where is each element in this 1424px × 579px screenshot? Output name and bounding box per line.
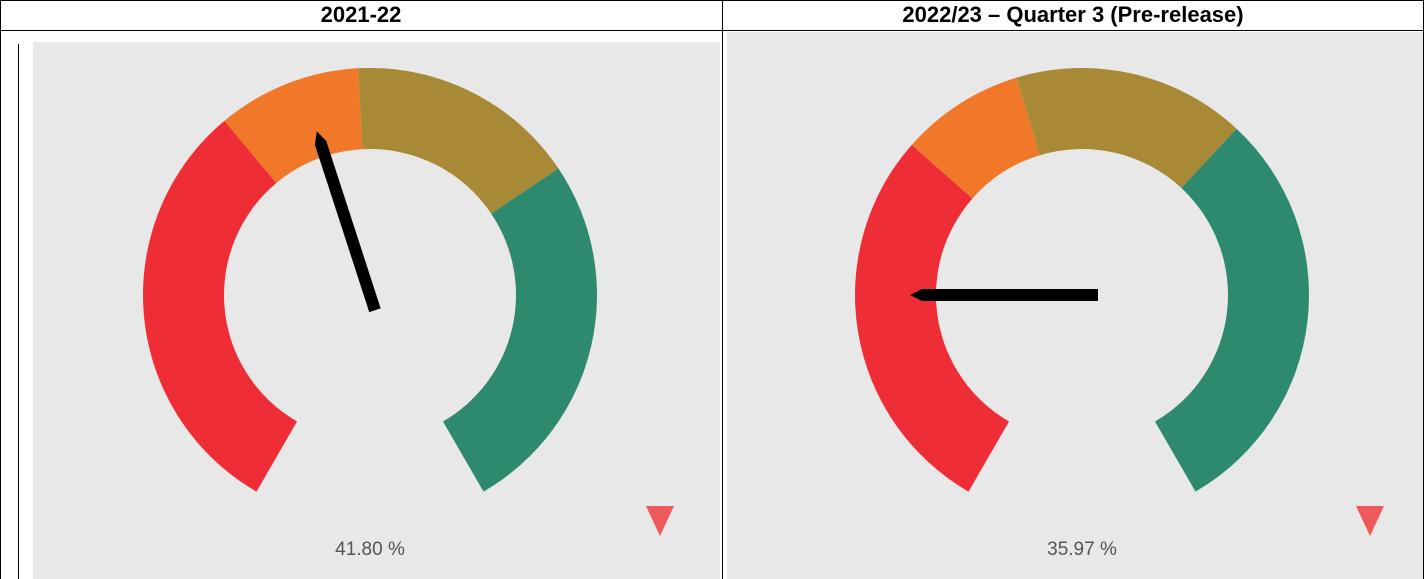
gauge-needle xyxy=(314,131,381,313)
down-indicator xyxy=(646,506,674,536)
gauge-band xyxy=(911,77,1040,199)
column-title: 2022/23 – Quarter 3 (Pre-release) xyxy=(902,2,1243,27)
gauge-value: 35.97 % xyxy=(1047,539,1117,560)
column-title: 2021-22 xyxy=(321,2,402,27)
gauge-value: 41.80 % xyxy=(335,539,405,560)
gauge-needle xyxy=(910,289,1098,301)
gauge-band xyxy=(855,144,1009,492)
gauge-band xyxy=(1016,67,1237,189)
gauge-band xyxy=(1155,128,1310,492)
gauge-band xyxy=(143,120,297,492)
gauge-band xyxy=(443,168,597,492)
down-indicator xyxy=(1356,506,1384,536)
gauge-band xyxy=(358,68,559,214)
